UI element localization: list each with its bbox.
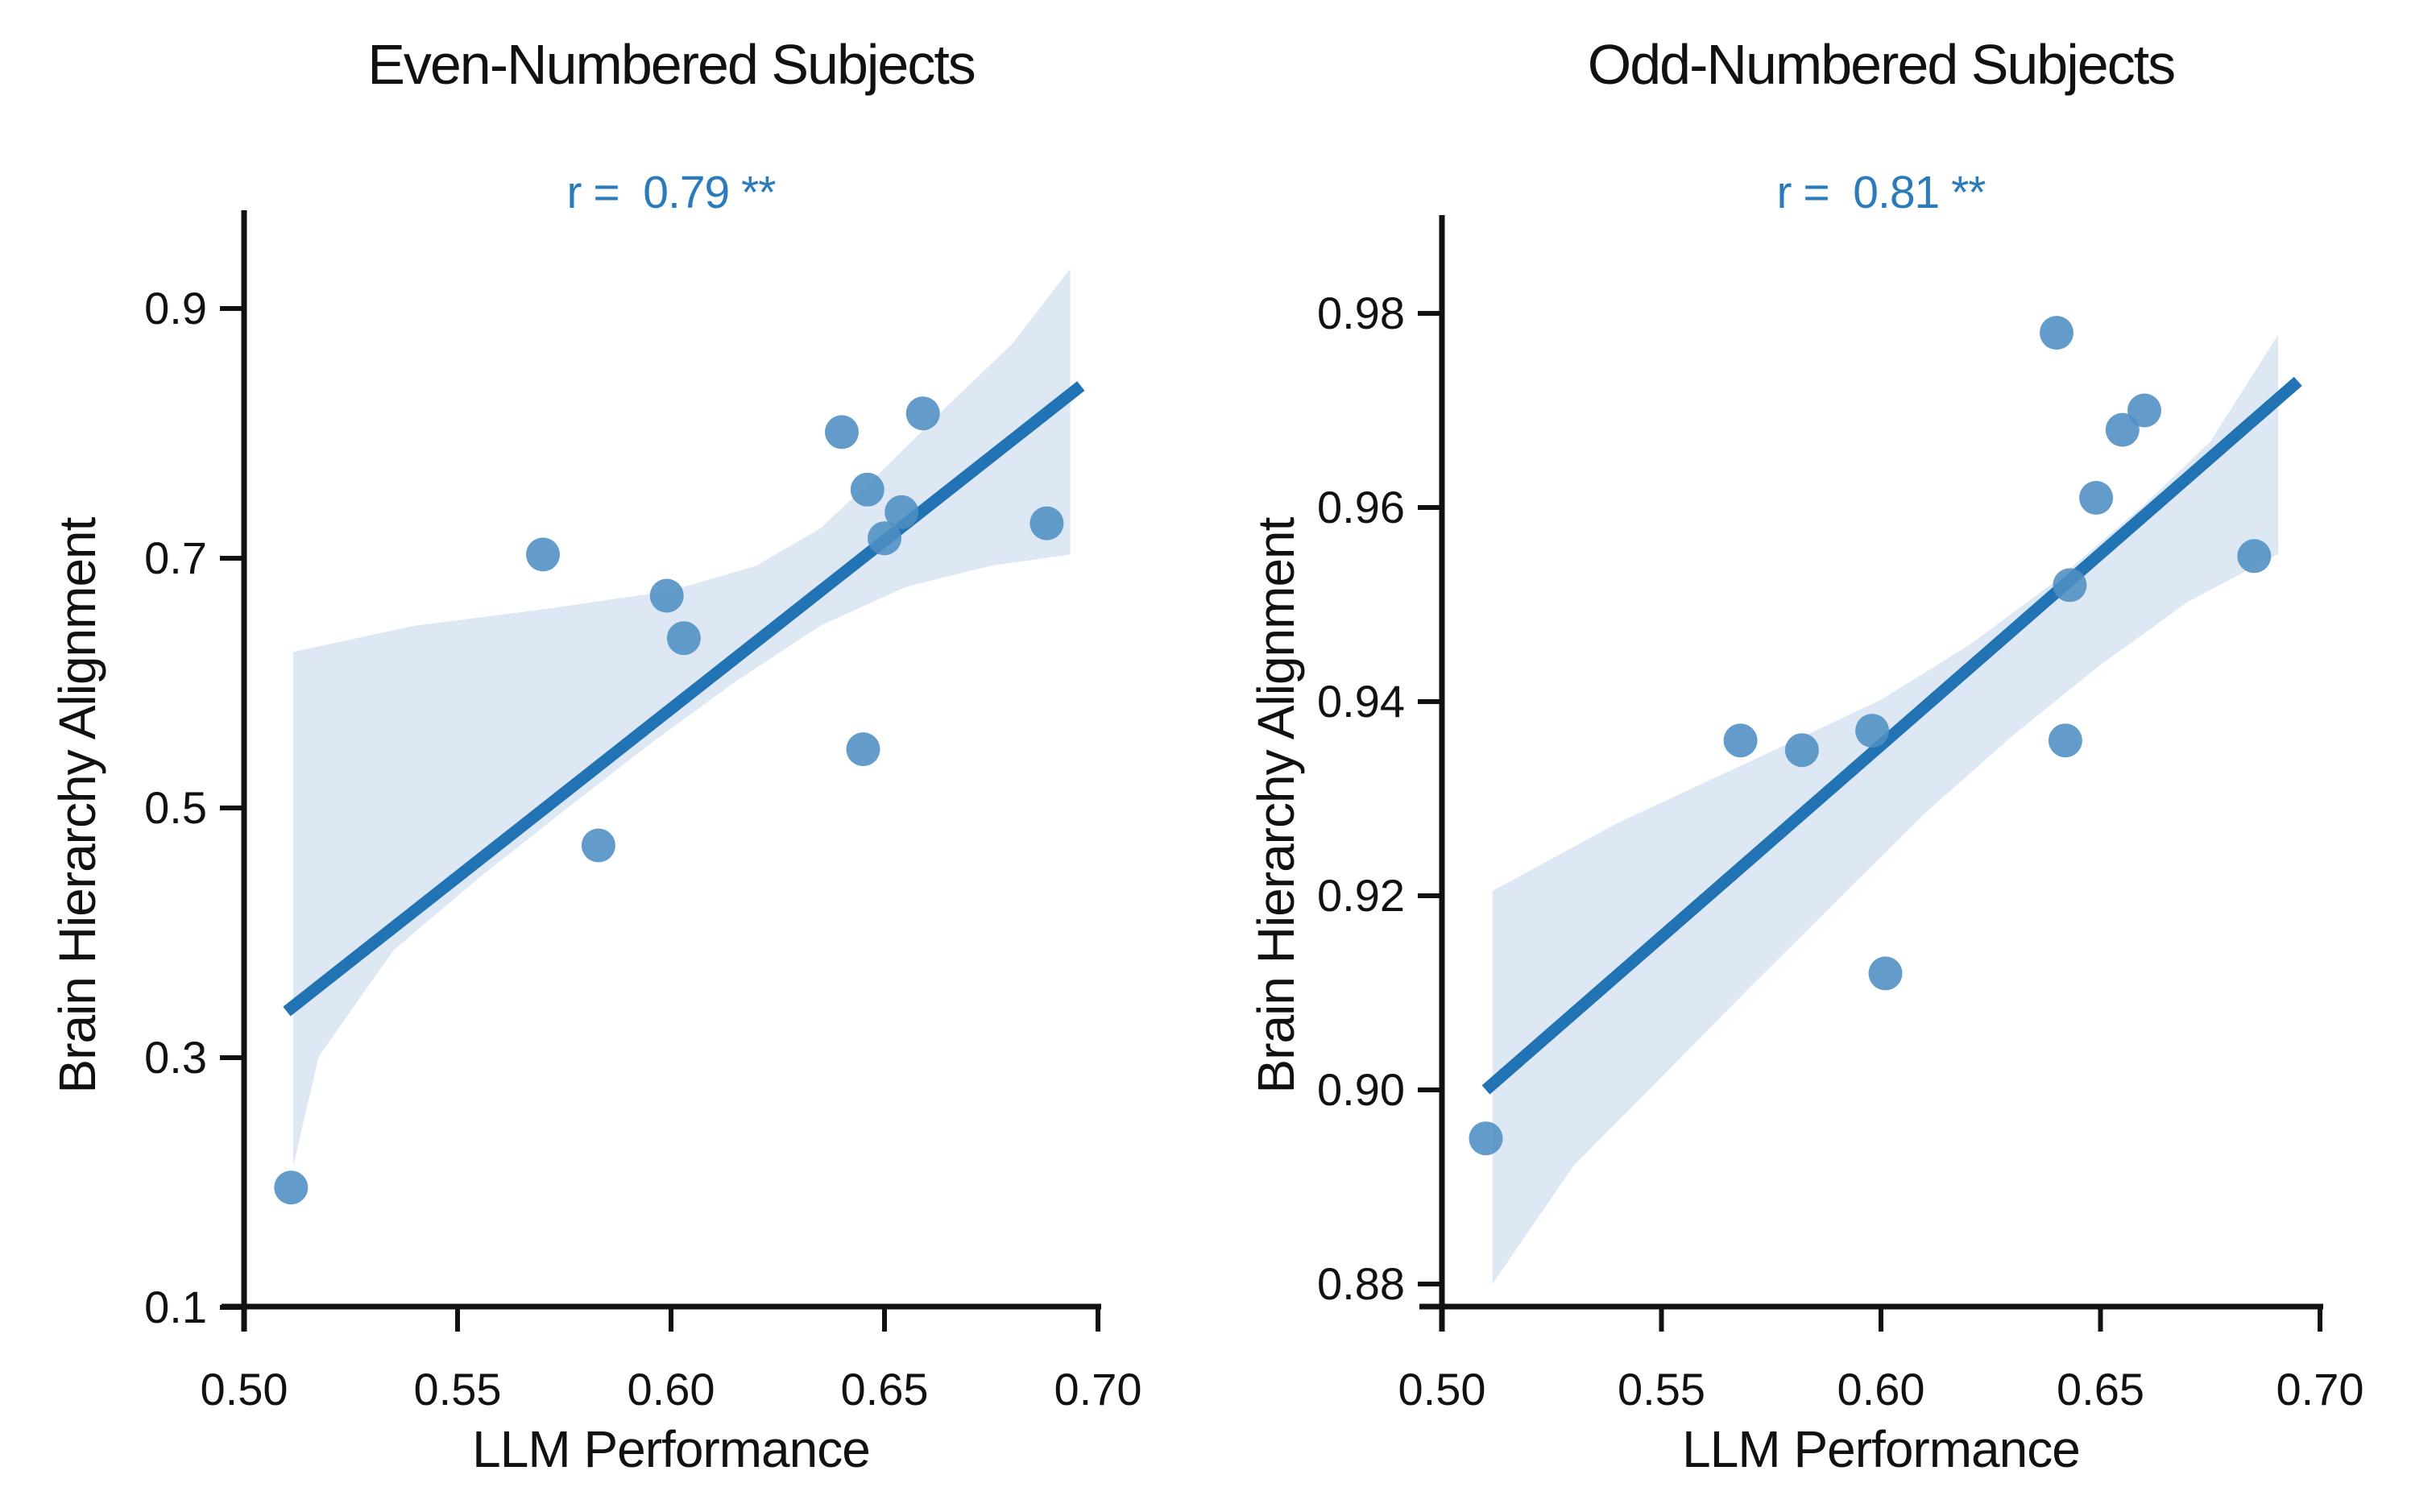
data-point bbox=[2127, 393, 2161, 428]
panel-even-subjects: 0.50 0.55 0.60 0.65 0.70 0.9 0.7 0.5 0.3 0.1 Even… bbox=[48, 33, 1142, 1478]
y-axis-label: Brain Hierarchy Alignment bbox=[1247, 517, 1305, 1094]
data-point bbox=[846, 732, 880, 767]
page-title: Odd-Numbered Subjects bbox=[1587, 33, 2176, 96]
data-point bbox=[274, 1170, 309, 1205]
correlation-label: r = 0.81 ** bbox=[1776, 167, 1986, 218]
data-point bbox=[666, 621, 701, 656]
confidence-band bbox=[292, 268, 1071, 1166]
y-tick-label: 0.98 bbox=[1317, 288, 1405, 338]
data-point bbox=[1784, 733, 1819, 768]
data-point bbox=[581, 828, 615, 863]
data-point bbox=[526, 537, 560, 572]
data-point bbox=[905, 396, 940, 431]
y-tick-label: 0.7 bbox=[144, 532, 207, 583]
data-point bbox=[884, 495, 919, 529]
data-point bbox=[2048, 723, 2082, 758]
data-point bbox=[649, 578, 684, 613]
y-tick-label: 0.9 bbox=[144, 283, 207, 333]
y-tick-label: 0.1 bbox=[144, 1282, 207, 1332]
data-point bbox=[2105, 412, 2140, 447]
y-tick-label: 0.90 bbox=[1317, 1064, 1405, 1115]
trend-line bbox=[1481, 376, 2302, 1095]
y-tick-label: 0.96 bbox=[1317, 482, 1405, 532]
x-tick-label: 0.50 bbox=[201, 1364, 288, 1415]
x-tick-label: 0.70 bbox=[1054, 1364, 1142, 1415]
confidence-band bbox=[1492, 334, 2279, 1284]
data-point bbox=[1855, 714, 1890, 748]
correlation-label: r = 0.79 ** bbox=[566, 167, 777, 218]
data-point bbox=[2040, 316, 2074, 350]
data-point bbox=[2237, 539, 2272, 574]
x-tick-label: 0.50 bbox=[1398, 1364, 1486, 1415]
x-axis-label: LLM Performance bbox=[1682, 1420, 2081, 1478]
page-title: Even-Numbered Subjects bbox=[367, 33, 976, 96]
data-point bbox=[850, 472, 884, 507]
x-tick-label: 0.55 bbox=[1618, 1364, 1705, 1415]
data-point bbox=[1469, 1121, 1503, 1156]
x-axis-label: LLM Performance bbox=[472, 1420, 871, 1478]
data-point bbox=[1030, 506, 1064, 541]
x-tick-label: 0.55 bbox=[414, 1364, 502, 1415]
y-tick-label: 0.3 bbox=[144, 1032, 207, 1083]
x-tick-label: 0.65 bbox=[841, 1364, 929, 1415]
trend-line bbox=[283, 381, 1085, 1017]
y-axis-label: Brain Hierarchy Alignment bbox=[48, 517, 106, 1094]
data-point bbox=[2079, 481, 2114, 515]
data-point bbox=[2053, 568, 2087, 603]
data-point bbox=[825, 415, 859, 449]
panel-odd-subjects: 0.50 0.55 0.60 0.65 0.70 0.98 0.96 0.94 0.92 0.90… bbox=[1218, 0, 2436, 1512]
x-tick-label: 0.65 bbox=[2057, 1364, 2144, 1415]
y-tick-label: 0.88 bbox=[1317, 1258, 1405, 1309]
data-point bbox=[1868, 956, 1903, 991]
scatter-plot-even: 0.50 0.55 0.60 0.65 0.70 0.9 0.7 0.5 0.3 0.1 bbox=[144, 210, 1142, 1415]
y-tick-label: 0.94 bbox=[1317, 676, 1405, 727]
scatter-plot-odd: 0.50 0.55 0.60 0.65 0.70 0.98 0.96 0.94 0.92 0.90… bbox=[1317, 215, 2364, 1415]
y-tick-label: 0.92 bbox=[1317, 870, 1405, 921]
data-point bbox=[868, 521, 901, 556]
data-point bbox=[1723, 723, 1758, 758]
y-tick-label: 0.5 bbox=[144, 782, 207, 833]
x-tick-label: 0.70 bbox=[2276, 1364, 2364, 1415]
x-tick-label: 0.60 bbox=[628, 1364, 715, 1415]
x-tick-label: 0.60 bbox=[1837, 1364, 1925, 1415]
